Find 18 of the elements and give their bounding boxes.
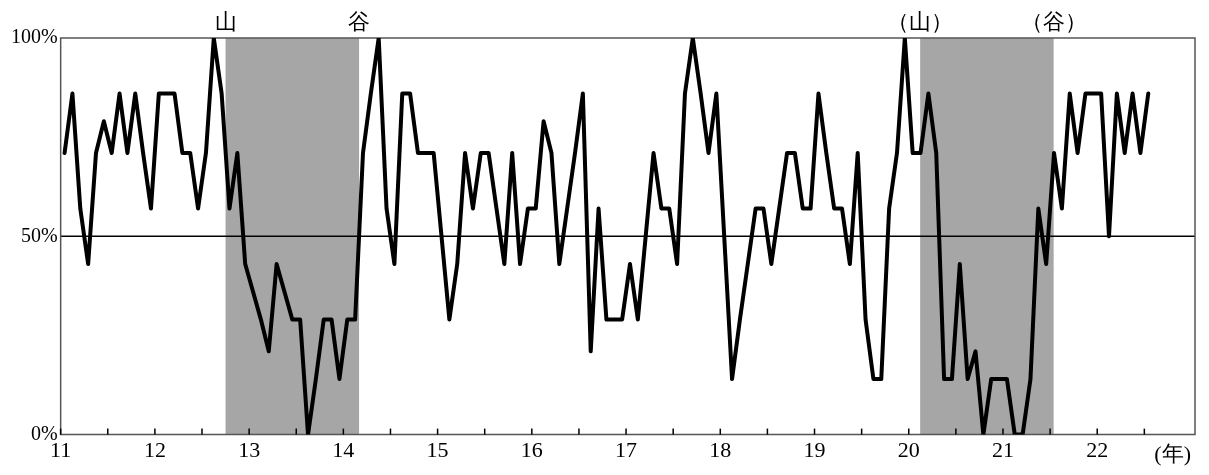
annotation: （山） (887, 8, 954, 34)
x-tick-label: 17 (615, 436, 638, 462)
x-axis-title: (年) (1154, 441, 1191, 467)
annotation: （谷） (1020, 8, 1087, 34)
annotation: 山 (214, 8, 237, 34)
x-tick-label: 22 (1086, 436, 1109, 462)
y-tick-label: 100% (10, 25, 58, 48)
x-tick-label: 13 (238, 436, 261, 462)
x-tick-label: 21 (991, 436, 1014, 462)
x-tick-label: 14 (332, 436, 355, 462)
x-tick-label: 18 (709, 436, 732, 462)
annotation: 谷 (348, 8, 371, 34)
x-tick-label: 20 (897, 436, 920, 462)
x-tick-label: 12 (143, 436, 166, 462)
x-tick-label: 16 (520, 436, 543, 462)
y-tick-label: 50% (20, 223, 58, 246)
x-tick-label: 19 (803, 436, 826, 462)
x-tick-label: 15 (426, 436, 449, 462)
